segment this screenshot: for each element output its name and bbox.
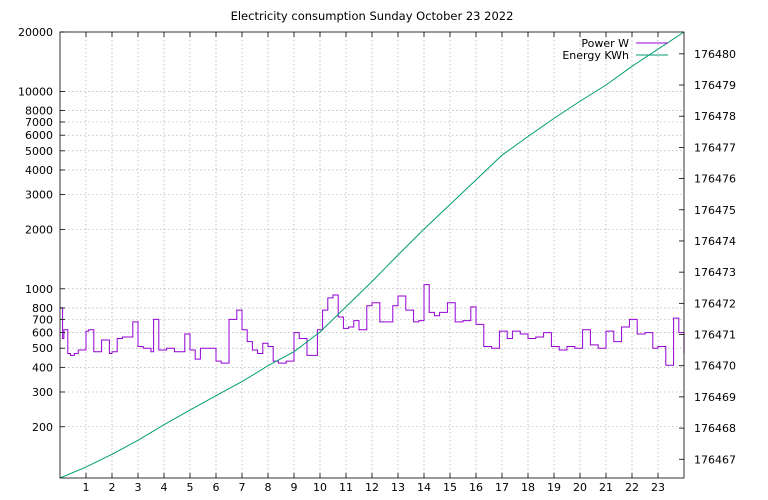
y2-tick-label: 176477 bbox=[694, 141, 736, 154]
x-tick-label: 14 bbox=[417, 481, 431, 494]
y2-tick-label: 176472 bbox=[694, 297, 736, 310]
y-tick-label: 7000 bbox=[25, 116, 53, 129]
y-tick-label: 600 bbox=[32, 327, 53, 340]
x-tick-label: 1 bbox=[83, 481, 90, 494]
x-tick-label: 4 bbox=[161, 481, 168, 494]
y-tick-label: 200 bbox=[32, 421, 53, 434]
y2-tick-label: 176471 bbox=[694, 329, 736, 342]
x-tick-label: 11 bbox=[339, 481, 353, 494]
x-tick-label: 7 bbox=[239, 481, 246, 494]
x-tick-label: 15 bbox=[443, 481, 457, 494]
y-tick-label: 10000 bbox=[18, 85, 53, 98]
power-series-line bbox=[60, 284, 685, 366]
x-tick-label: 19 bbox=[547, 481, 561, 494]
y-tick-label: 400 bbox=[32, 361, 53, 374]
x-tick-label: 3 bbox=[135, 481, 142, 494]
y-tick-label: 800 bbox=[32, 302, 53, 315]
y2-tick-label: 176479 bbox=[694, 79, 736, 92]
grid-lines bbox=[60, 32, 684, 478]
y-tick-label: 8000 bbox=[25, 105, 53, 118]
y2-tick-label: 176478 bbox=[694, 110, 736, 123]
x-tick-label: 18 bbox=[521, 481, 535, 494]
x-tick-label: 22 bbox=[625, 481, 639, 494]
x-tick-label: 20 bbox=[573, 481, 587, 494]
x-tick-label: 23 bbox=[651, 481, 665, 494]
y-tick-label: 20000 bbox=[18, 26, 53, 39]
y2-tick-label: 176474 bbox=[694, 235, 736, 248]
x-tick-label: 21 bbox=[599, 481, 613, 494]
y2-tick-label: 176473 bbox=[694, 266, 736, 279]
x-tick-label: 2 bbox=[109, 481, 116, 494]
axes: 1 2 3 4 5 6 7 8 9 10 11 12 13 14 15 16 17 18 19 20 21 22 23200… bbox=[18, 26, 736, 494]
legend-label: Energy KWh bbox=[562, 49, 629, 62]
y2-tick-label: 176480 bbox=[694, 48, 736, 61]
x-tick-label: 8 bbox=[265, 481, 272, 494]
chart-title: Electricity consumption Sunday October 2… bbox=[231, 9, 514, 23]
y2-tick-label: 176469 bbox=[694, 391, 736, 404]
y-tick-label: 4000 bbox=[25, 164, 53, 177]
x-tick-label: 6 bbox=[213, 481, 220, 494]
x-tick-label: 5 bbox=[187, 481, 194, 494]
x-tick-label: 12 bbox=[365, 481, 379, 494]
y-tick-label: 2000 bbox=[25, 223, 53, 236]
energy-series-line bbox=[59, 31, 685, 479]
x-tick-label: 10 bbox=[313, 481, 327, 494]
x-tick-label: 16 bbox=[469, 481, 483, 494]
plot-frame bbox=[59, 31, 685, 479]
x-tick-label: 13 bbox=[391, 481, 405, 494]
y2-tick-label: 176475 bbox=[694, 204, 736, 217]
y2-tick-label: 176470 bbox=[694, 360, 736, 373]
y-tick-label: 500 bbox=[32, 342, 53, 355]
series-layer bbox=[59, 31, 685, 479]
y2-tick-label: 176467 bbox=[694, 453, 736, 466]
legend-label: Power W bbox=[581, 37, 629, 50]
x-tick-label: 9 bbox=[291, 481, 298, 494]
y-tick-label: 300 bbox=[32, 386, 53, 399]
y2-tick-label: 176476 bbox=[694, 173, 736, 186]
y-tick-label: 700 bbox=[32, 313, 53, 326]
y-tick-label: 5000 bbox=[25, 145, 53, 158]
y2-tick-label: 176468 bbox=[694, 422, 736, 435]
x-tick-label: 17 bbox=[495, 481, 509, 494]
y-tick-label: 1000 bbox=[25, 283, 53, 296]
y-tick-label: 3000 bbox=[25, 189, 53, 202]
y-tick-label: 6000 bbox=[25, 129, 53, 142]
